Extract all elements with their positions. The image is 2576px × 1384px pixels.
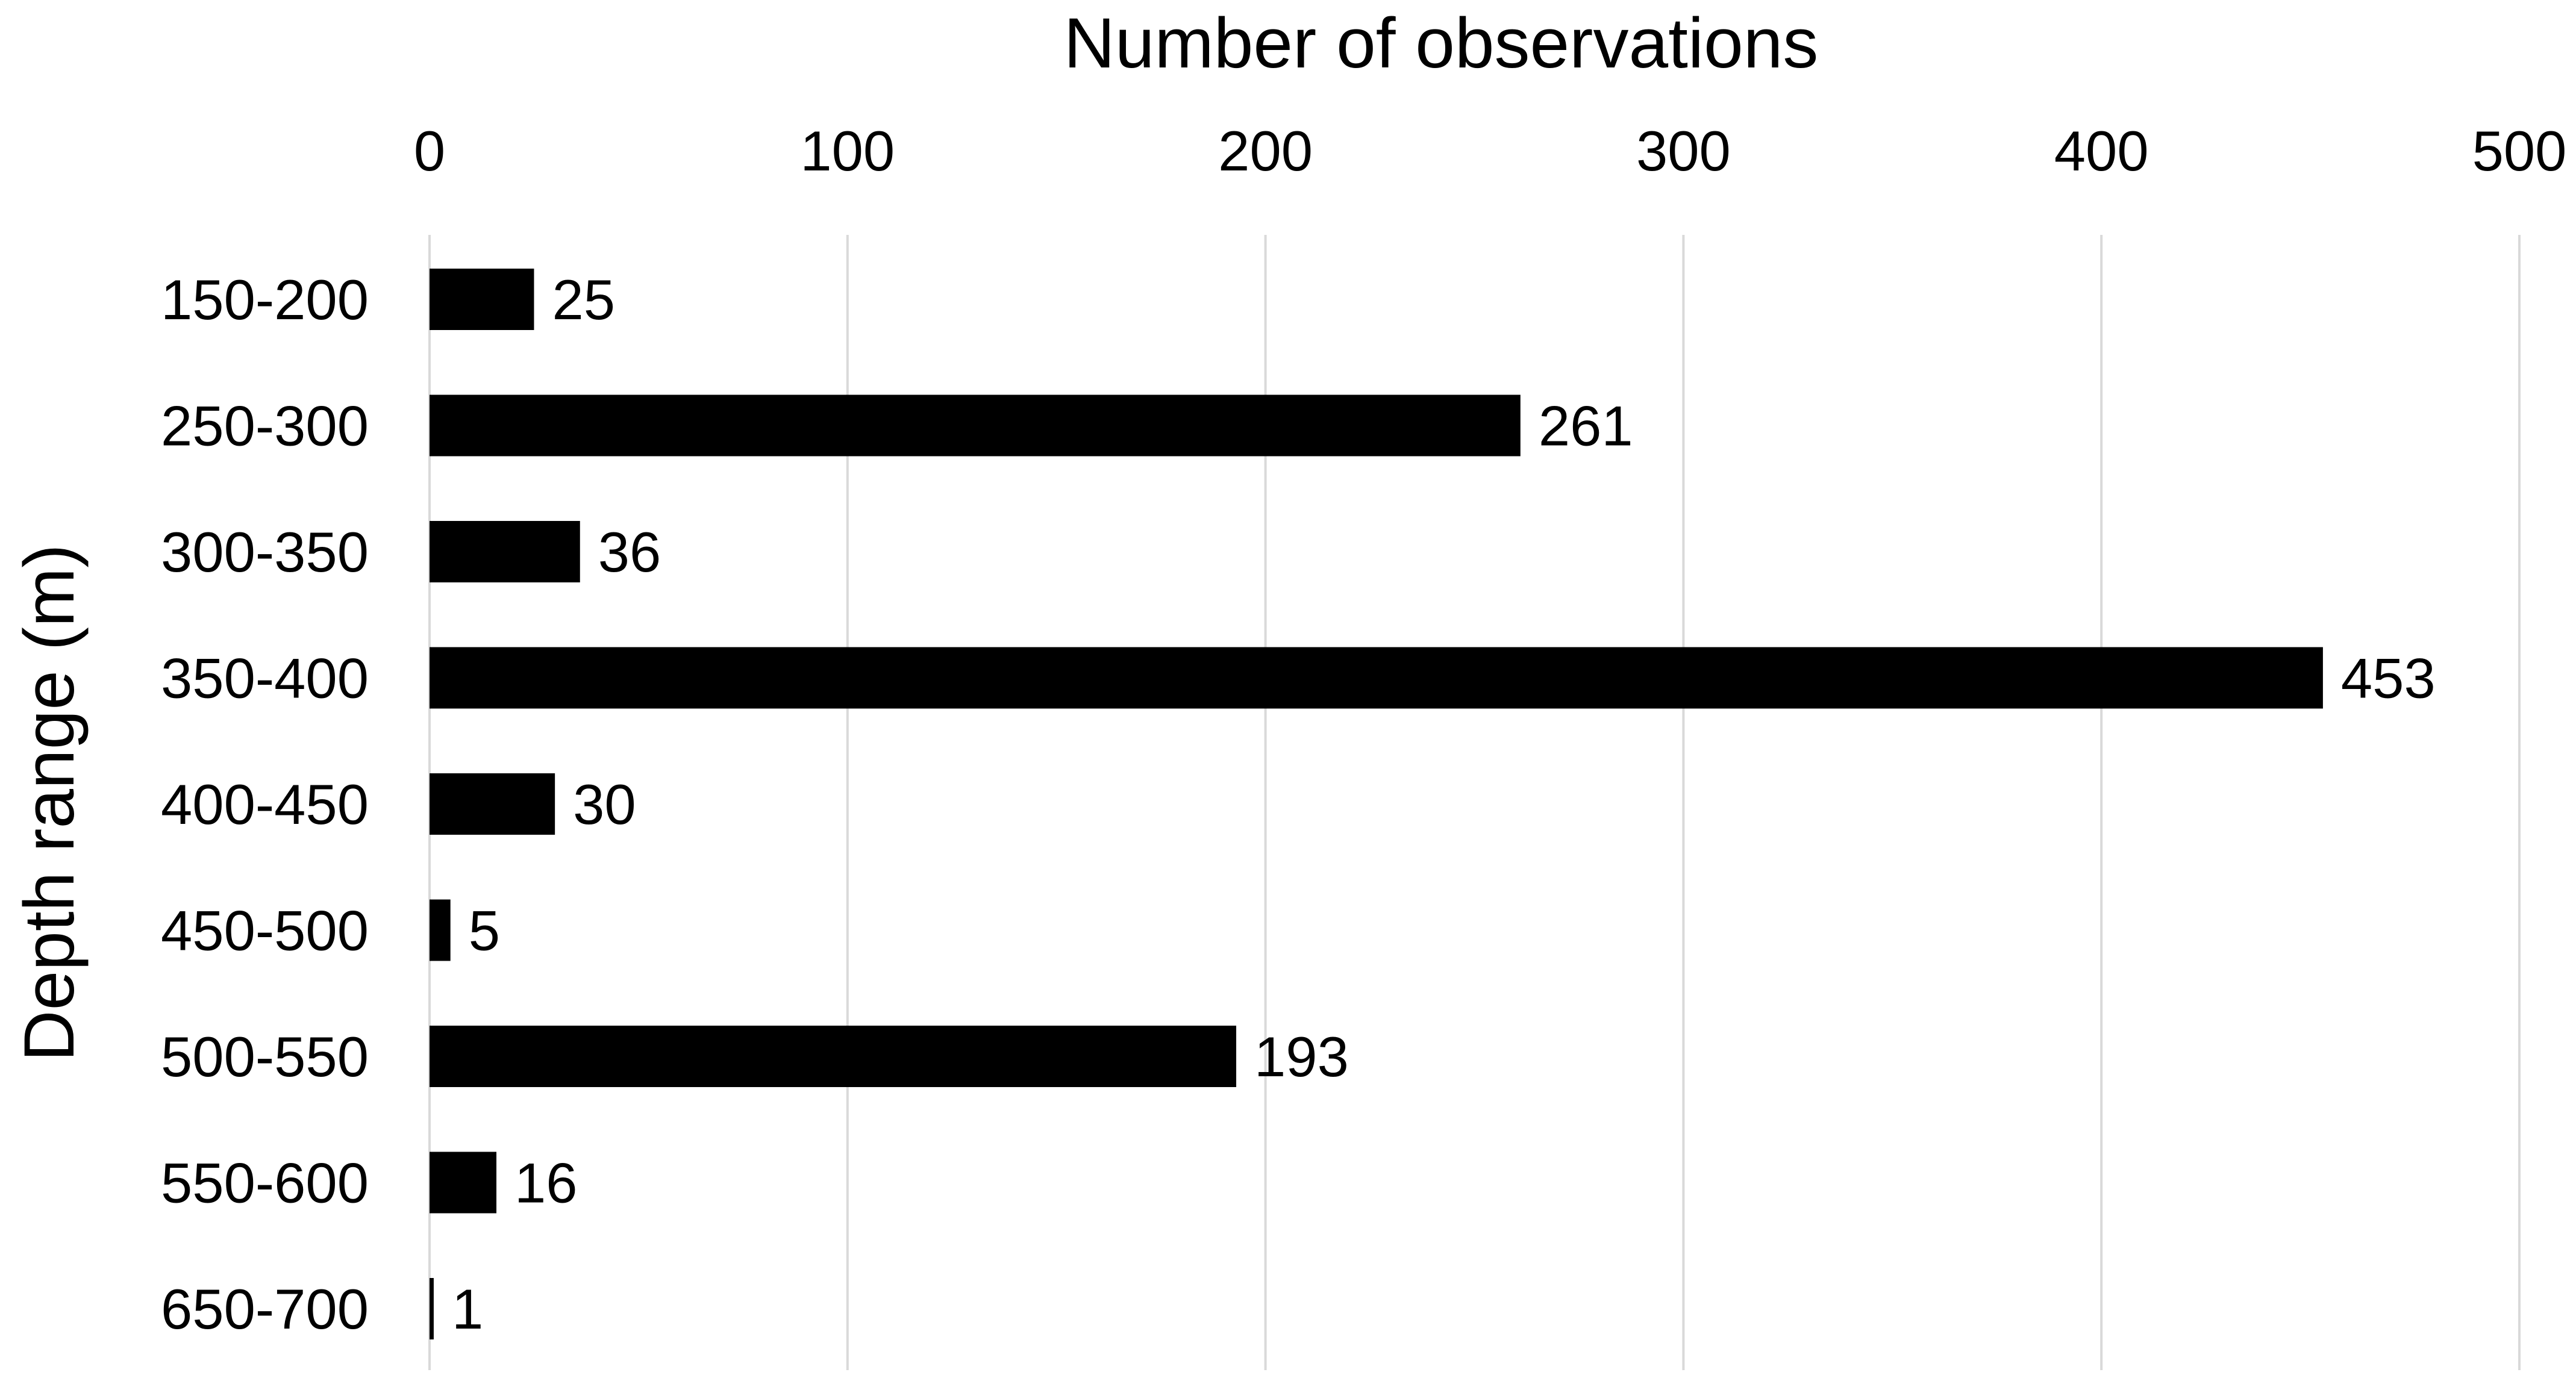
bar-150-200 <box>430 269 534 330</box>
bar-250-300 <box>430 394 1521 457</box>
data-label: 193 <box>1254 1025 1349 1088</box>
y-category-label: 150-200 <box>161 268 369 331</box>
x-tick-label: 200 <box>1218 119 1313 182</box>
data-label: 1 <box>452 1277 483 1341</box>
y-category-label: 250-300 <box>161 394 369 458</box>
data-label: 25 <box>552 268 615 331</box>
x-tick-label: 300 <box>1636 119 1731 182</box>
x-tick-labels: 0 100 200 300 400 500 <box>414 119 2567 182</box>
data-labels: 25 261 36 453 30 5 193 16 1 <box>452 268 2436 1341</box>
bar-450-500 <box>430 899 451 961</box>
y-category-label: 550-600 <box>161 1152 369 1215</box>
x-axis-title: Number of observations <box>1064 4 1819 83</box>
bars <box>430 269 2323 1339</box>
data-label: 453 <box>2341 647 2436 710</box>
y-category-label: 450-500 <box>161 899 369 962</box>
bar-400-450 <box>430 773 555 835</box>
y-category-label: 350-400 <box>161 647 369 710</box>
data-label: 16 <box>514 1152 578 1215</box>
x-tick-label: 0 <box>414 119 445 182</box>
bar-500-550 <box>430 1026 1237 1087</box>
bar-650-700 <box>430 1278 434 1339</box>
data-label: 36 <box>598 520 661 584</box>
y-category-labels: 150-200 250-300 300-350 350-400 400-450 450-5… <box>161 268 369 1341</box>
data-label: 261 <box>1539 394 1633 458</box>
y-axis-title: Depth range (m) <box>10 544 89 1061</box>
bar-300-350 <box>430 521 580 582</box>
data-label: 30 <box>573 773 636 836</box>
y-category-label: 300-350 <box>161 520 369 584</box>
bar-350-400 <box>430 647 2323 709</box>
data-label: 5 <box>469 899 500 962</box>
x-tick-label: 100 <box>800 119 895 182</box>
y-category-label: 500-550 <box>161 1025 369 1088</box>
x-tick-label: 400 <box>2054 119 2149 182</box>
bar-550-600 <box>430 1152 497 1214</box>
y-category-label: 400-450 <box>161 773 369 836</box>
x-tick-label: 500 <box>2472 119 2567 182</box>
y-category-label: 650-700 <box>161 1277 369 1341</box>
